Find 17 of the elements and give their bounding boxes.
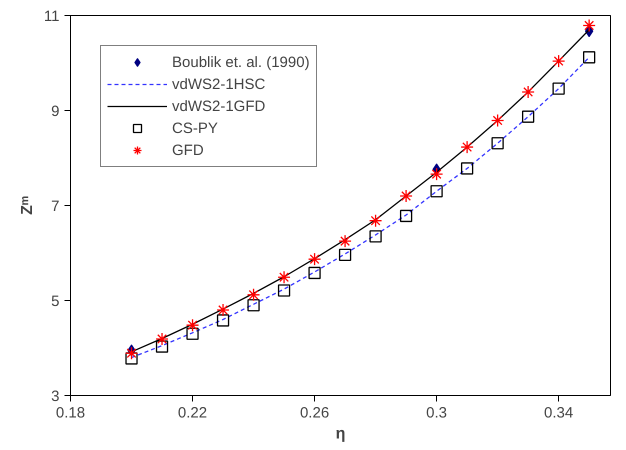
legend-label: GFD — [172, 142, 204, 158]
y-tick-label: 3 — [51, 388, 60, 405]
x-tick-label: 0.18 — [56, 404, 86, 422]
legend-label: vdWS2-1GFD — [172, 98, 266, 114]
y-tick-label: 5 — [51, 293, 60, 310]
x-tick-label: 0.3 — [426, 404, 448, 422]
y-tick-label: 11 — [44, 8, 60, 25]
x-tick-label: 0.34 — [544, 404, 574, 422]
y-axis-title: Zᵐ — [18, 196, 36, 215]
x-axis-title: η — [336, 426, 346, 442]
y-tick-label: 9 — [51, 103, 60, 120]
x-tick-label: 0.22 — [178, 404, 208, 422]
legend-label: Boublik et. al. (1990) — [172, 54, 310, 70]
x-tick-label: 0.26 — [300, 404, 330, 422]
y-tick-label: 7 — [51, 198, 60, 215]
legend-label: vdWS2-1HSC — [172, 76, 266, 92]
legend-label: CS-PY — [172, 120, 218, 136]
